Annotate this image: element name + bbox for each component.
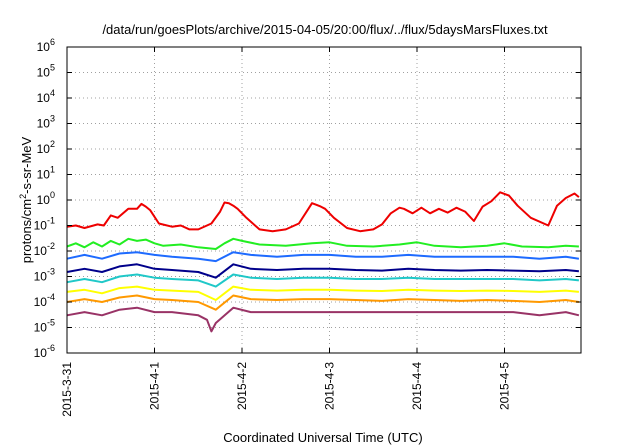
x-tick-label: 2015-4-2	[235, 362, 249, 410]
x-axis-label: Coordinated Universal Time (UTC)	[223, 430, 422, 445]
y-axis-label: protons/cm2-s-sr-MeV	[18, 136, 34, 263]
y-tick-label: 10-4	[34, 292, 55, 309]
y-tick-label: 10-6	[34, 343, 55, 360]
series-line-5	[66, 273, 580, 288]
series-line-8	[66, 306, 580, 333]
y-tick-label: 10-2	[34, 241, 55, 258]
y-tick-label: 10-3	[34, 267, 55, 284]
series-line-2	[66, 237, 579, 250]
series-line-3	[66, 251, 580, 263]
x-tick-label: 2015-4-3	[323, 362, 337, 410]
y-axis-label-pre: protons/cm	[19, 199, 34, 263]
y-tick-label: 100	[37, 190, 55, 207]
series-group	[66, 191, 580, 333]
y-axis-label-sup: 2	[18, 194, 28, 199]
grid	[67, 47, 581, 353]
x-axis: 2015-3-31 2015-4-1 2015-4-2 2015-4-3 2015-4-…	[60, 47, 512, 417]
y-tick-label: 104	[37, 88, 55, 105]
y-tick-label: 10-1	[34, 216, 55, 233]
y-tick-label: 105	[37, 63, 55, 80]
x-tick-label: 2015-4-4	[410, 362, 424, 410]
chart-title: /data/run/goesPlots/archive/2015-04-05/2…	[102, 22, 548, 37]
y-axis: 10-6 10-5 10-4 10-3 10-2 10-1 100 101 102 103 104 1…	[34, 37, 581, 360]
x-tick-label: 2015-4-1	[148, 362, 162, 410]
y-tick-label: 10-5	[34, 318, 55, 335]
series-line-6	[66, 285, 579, 301]
x-tick-label: 2015-4-5	[498, 362, 512, 410]
x-tick-label: 2015-3-31	[60, 362, 74, 417]
series-line-4	[66, 263, 579, 279]
y-axis-label-post: -s-sr-MeV	[19, 136, 34, 193]
y-tick-label: 101	[37, 165, 55, 182]
y-tick-label: 106	[37, 37, 55, 54]
series-line-7	[66, 294, 580, 311]
y-tick-label: 103	[37, 114, 55, 131]
series-line-1	[66, 191, 580, 233]
y-tick-label: 102	[37, 139, 55, 156]
